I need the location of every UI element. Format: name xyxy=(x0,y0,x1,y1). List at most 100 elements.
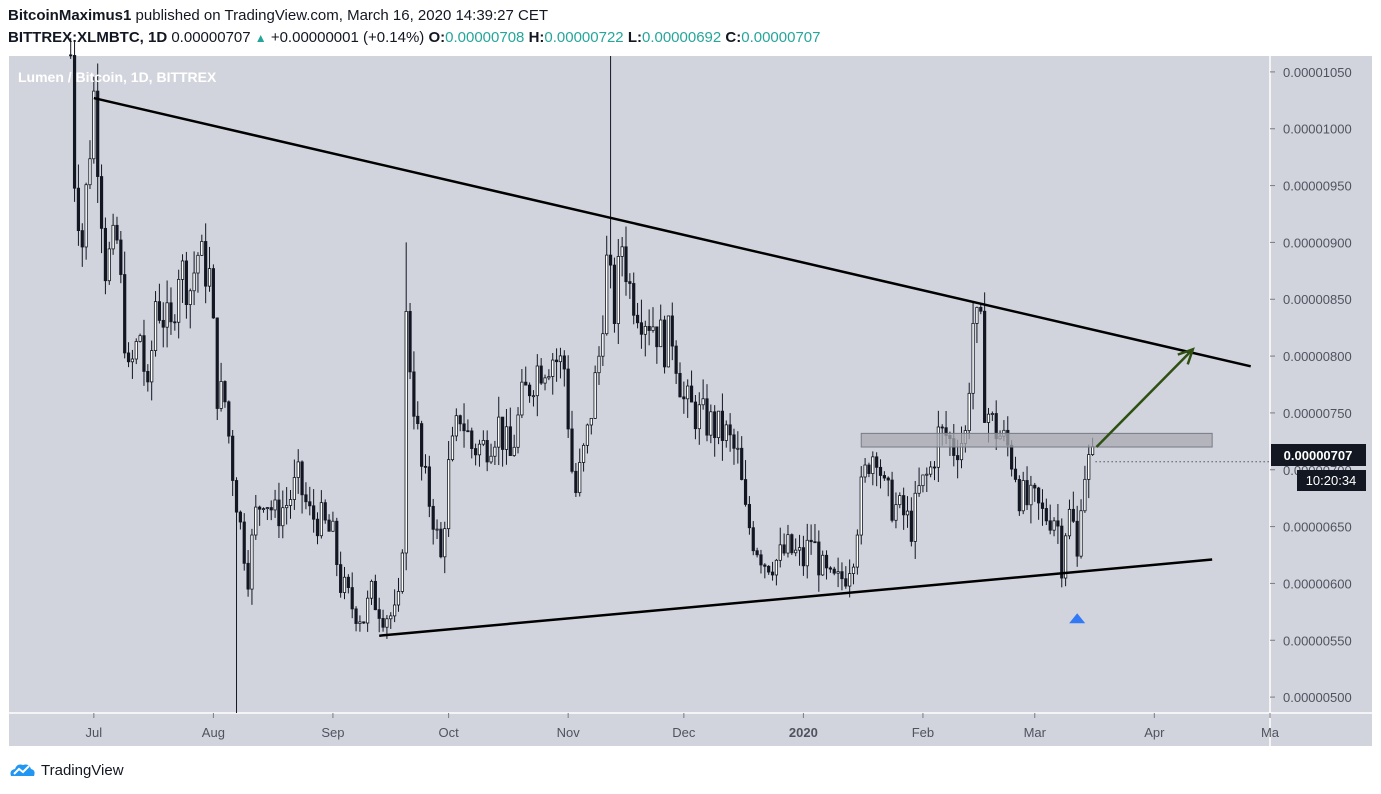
candle xyxy=(177,269,181,339)
candle-body xyxy=(1067,508,1072,537)
candle-body xyxy=(763,564,767,567)
candle xyxy=(778,527,782,568)
candle-body xyxy=(188,290,192,305)
candle xyxy=(234,477,239,713)
candle-body xyxy=(238,511,242,523)
candle xyxy=(431,498,435,545)
candle-body xyxy=(674,345,678,374)
candle-body xyxy=(902,495,906,516)
candle-body xyxy=(608,254,613,266)
candle-body xyxy=(285,505,289,509)
candle-body xyxy=(435,528,439,531)
candle-body xyxy=(905,510,910,516)
footer-brand[interactable]: TradingView xyxy=(41,761,124,779)
candle-body xyxy=(686,385,690,400)
candle-body xyxy=(250,534,254,590)
plot-area[interactable] xyxy=(9,56,1270,713)
candle xyxy=(273,489,277,518)
candle-body xyxy=(381,618,385,628)
candle-body xyxy=(1029,484,1033,506)
candle xyxy=(524,366,528,386)
candle-body xyxy=(851,566,856,574)
candle-body xyxy=(1025,480,1029,506)
candle xyxy=(308,486,312,516)
candle xyxy=(423,454,428,474)
candle-body xyxy=(709,411,713,436)
candle xyxy=(242,513,246,571)
candle xyxy=(304,482,308,510)
candle xyxy=(743,460,748,507)
candle xyxy=(840,562,844,591)
price-tag-box xyxy=(1271,444,1366,466)
candle-body xyxy=(547,376,551,379)
candle-body xyxy=(863,464,867,478)
candle xyxy=(689,370,694,403)
candle-body xyxy=(1056,520,1060,527)
candle xyxy=(801,535,805,576)
author-name[interactable]: BitcoinMaximus1 xyxy=(8,7,132,24)
candle xyxy=(574,462,578,497)
candle xyxy=(1064,533,1068,587)
candle xyxy=(130,349,134,379)
candle xyxy=(805,523,809,579)
candle xyxy=(639,299,644,349)
candle-body xyxy=(404,311,408,554)
candle-body xyxy=(913,492,917,542)
candle xyxy=(1071,491,1075,523)
candle-body xyxy=(975,307,979,324)
candle-body xyxy=(184,260,188,305)
price-axis[interactable] xyxy=(1270,56,1372,713)
open-label: O: xyxy=(428,29,446,46)
candle xyxy=(601,315,605,366)
candle xyxy=(813,523,817,544)
candle xyxy=(905,496,910,528)
candle xyxy=(354,606,358,632)
candle-body xyxy=(342,576,347,593)
candle xyxy=(331,511,335,532)
candle-body xyxy=(489,455,493,463)
candle-body xyxy=(126,352,131,363)
candle-body xyxy=(713,411,717,439)
candle-body xyxy=(1087,454,1091,480)
candle-body xyxy=(1071,508,1075,522)
candle xyxy=(404,242,408,571)
candle-body xyxy=(350,587,354,610)
candle xyxy=(662,315,667,374)
candle-body xyxy=(956,455,960,461)
price-change: +0.00000001 (+0.14%) xyxy=(270,29,425,46)
candle xyxy=(578,448,582,497)
tradingview-logo-icon[interactable] xyxy=(8,760,36,780)
candle-body xyxy=(369,580,374,599)
candle xyxy=(115,216,119,244)
candle xyxy=(890,471,894,523)
candle-body xyxy=(809,539,813,543)
candle xyxy=(531,390,536,407)
candle-body xyxy=(454,415,458,437)
candle xyxy=(173,314,177,331)
candle xyxy=(312,489,316,533)
time-axis[interactable] xyxy=(9,713,1372,746)
candle xyxy=(416,401,420,430)
candle xyxy=(192,251,196,306)
candle-body xyxy=(1040,502,1045,509)
candle-body xyxy=(192,272,196,292)
open-value: 0.00000708 xyxy=(445,29,525,46)
candle-body xyxy=(1075,520,1079,557)
candle-body xyxy=(535,365,539,397)
candle xyxy=(655,326,659,364)
candle xyxy=(454,408,458,442)
candle xyxy=(497,396,501,466)
candle xyxy=(227,400,231,444)
candle xyxy=(728,413,732,452)
candle xyxy=(608,56,613,289)
candle xyxy=(755,547,759,558)
candle-body xyxy=(824,554,829,569)
candle-body xyxy=(497,416,501,448)
candle xyxy=(566,355,570,438)
candle-body xyxy=(875,456,879,468)
candle xyxy=(288,489,293,519)
candle-body xyxy=(689,385,694,403)
candle xyxy=(763,563,767,579)
candle xyxy=(786,524,790,558)
